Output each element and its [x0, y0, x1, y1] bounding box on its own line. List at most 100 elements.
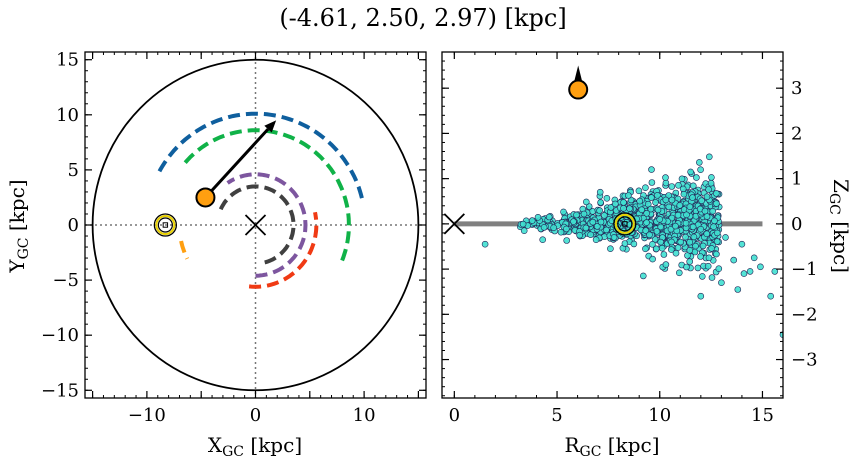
left-x-axis-label: XGC [kpc] — [208, 433, 302, 460]
star-point — [704, 262, 712, 270]
left-y-axis-label-main: Y — [5, 259, 29, 274]
star-point — [687, 168, 694, 176]
star-point — [649, 255, 656, 263]
left-y-tick-label: 0 — [68, 215, 79, 236]
left-y-axis-label-unit: [kpc] — [5, 179, 29, 237]
spiral-arm-5 — [226, 172, 308, 278]
star-point — [703, 213, 711, 220]
star-point — [697, 253, 704, 260]
right-x-axis-label-subscript: GC — [580, 444, 602, 460]
right-y-tick-label: −1 — [791, 259, 818, 280]
star-point — [695, 159, 703, 166]
star-point — [686, 238, 694, 246]
star-point — [697, 225, 705, 233]
right-y-tick-label: 3 — [791, 78, 802, 99]
star-point — [652, 245, 660, 253]
star-point — [683, 263, 690, 271]
right-y-tick-label: −3 — [791, 350, 818, 371]
left-plot-content — [85, 52, 426, 398]
left-x-axis-label-unit: [kpc] — [244, 433, 302, 457]
star-point — [680, 190, 688, 198]
star-point — [683, 211, 690, 219]
spiral-arm-6 — [218, 184, 296, 265]
right-ticks: 0 5 10 15 −3 −2 −1 0 1 2 3 — [442, 51, 818, 426]
right-sun-marker-ring — [614, 213, 635, 234]
star-point — [636, 197, 644, 205]
star-point — [520, 227, 528, 234]
right-y-axis-label-unit: [kpc] — [829, 215, 853, 273]
star-point — [705, 186, 712, 193]
star-point — [668, 196, 676, 204]
star-point — [713, 238, 721, 245]
star-point — [697, 166, 704, 173]
star-point — [601, 212, 608, 219]
star-point — [707, 179, 715, 187]
star-point — [626, 205, 633, 212]
star-point — [603, 195, 611, 202]
star-point — [738, 240, 746, 248]
spiral-arm-4 — [248, 211, 319, 289]
star-point — [730, 256, 738, 264]
left-y-tick-label: −5 — [52, 270, 79, 291]
star-point — [697, 292, 705, 300]
star-point — [589, 218, 597, 226]
star-point — [713, 200, 720, 207]
star-point — [642, 245, 649, 253]
spiral-arm-2 — [182, 128, 351, 262]
star-point — [647, 205, 655, 213]
star-point — [692, 242, 699, 250]
star-point — [665, 203, 673, 211]
star-point — [713, 250, 720, 258]
star-point — [481, 240, 489, 248]
star-point — [653, 228, 661, 235]
star-point — [712, 190, 720, 197]
star-point — [705, 254, 713, 262]
star-point — [625, 192, 632, 199]
star-point — [519, 220, 527, 228]
star-point — [686, 247, 694, 254]
star-point — [596, 188, 604, 196]
right-sun-marker-outer — [613, 212, 637, 236]
right-y-axis-label: ZGC [kpc] — [826, 179, 853, 273]
star-point — [699, 242, 707, 250]
star-point — [638, 206, 646, 213]
left-ticks: −10 0 10 −15 −10 −5 0 5 10 15 — [41, 50, 426, 426]
star-point — [597, 199, 604, 206]
right-sun-marker-inner — [617, 216, 633, 232]
proper-motion-arrow-head — [264, 120, 277, 133]
star-point — [620, 205, 627, 212]
left-y-axis-label-subscript: GC — [16, 237, 32, 259]
star-point — [560, 208, 567, 216]
left-y-axis-label: YGC [kpc] — [5, 179, 32, 273]
left-x-tick-label: 10 — [353, 405, 376, 426]
star-point — [662, 174, 669, 181]
right-y-tick-label: 1 — [791, 169, 802, 190]
star-point — [603, 226, 610, 234]
spiral-arm-1 — [155, 111, 364, 199]
star-point — [662, 179, 670, 187]
star-point — [734, 286, 742, 293]
star-point — [771, 268, 779, 275]
right-axes-frame — [441, 51, 784, 399]
star-point — [667, 246, 675, 253]
star-point — [607, 204, 615, 211]
star-point — [667, 225, 675, 233]
sun-marker-center — [162, 222, 169, 228]
star-point — [674, 244, 682, 251]
star-point — [660, 251, 668, 258]
star-point — [701, 207, 709, 215]
left-y-tick-label: 15 — [56, 50, 79, 71]
star-point — [621, 240, 629, 247]
star-point — [643, 210, 651, 217]
star-point — [649, 241, 656, 248]
star-point — [570, 218, 577, 225]
star-point — [693, 174, 700, 181]
star-point — [689, 223, 697, 231]
star-point — [657, 238, 665, 246]
star-point — [630, 240, 638, 248]
star-point — [746, 268, 754, 275]
star-point — [582, 224, 590, 232]
star-point — [682, 219, 690, 227]
